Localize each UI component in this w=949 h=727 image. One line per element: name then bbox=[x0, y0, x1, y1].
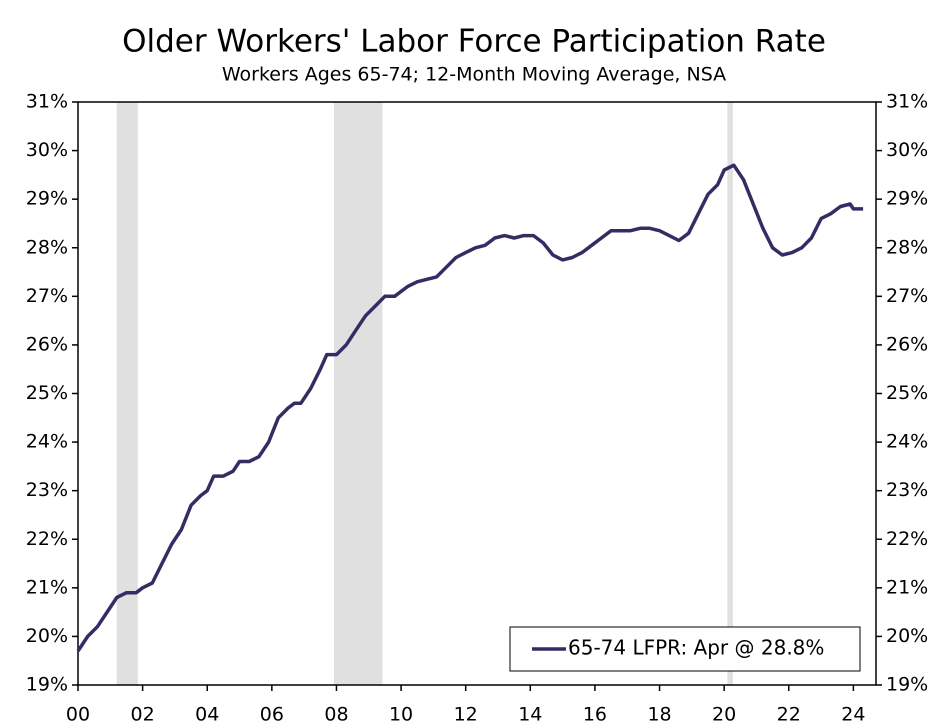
y2-tick-label: 31% bbox=[886, 91, 928, 113]
y2-tick-label: 28% bbox=[886, 236, 928, 258]
y2-tick-label: 23% bbox=[886, 479, 928, 501]
x-tick-label: 10 bbox=[389, 704, 413, 726]
series-line bbox=[76, 163, 864, 652]
y-tick-label: 25% bbox=[26, 382, 68, 404]
y2-tick-label: 30% bbox=[886, 139, 928, 161]
plot-frame bbox=[77, 101, 877, 686]
x-tick-label: 24 bbox=[841, 704, 865, 726]
x-tick-label: 16 bbox=[583, 704, 607, 726]
x-tick-label: 00 bbox=[66, 704, 90, 726]
x-tick-label: 14 bbox=[518, 704, 542, 726]
y-tick-label: 27% bbox=[26, 285, 68, 307]
y-tick-label: 26% bbox=[26, 333, 68, 355]
x-tick-label: 02 bbox=[131, 704, 155, 726]
y-tick-label: 29% bbox=[26, 188, 68, 210]
y2-tick-label: 21% bbox=[886, 576, 928, 598]
recession-band bbox=[333, 102, 383, 685]
chart-title: Older Workers' Labor Force Participation… bbox=[122, 24, 826, 60]
x-tick-label: 20 bbox=[712, 704, 736, 726]
y-tick-label: 23% bbox=[26, 479, 68, 501]
y2-tick-label: 26% bbox=[886, 333, 928, 355]
recession-band bbox=[727, 102, 733, 685]
y-tick-label: 30% bbox=[26, 139, 68, 161]
y2-tick-label: 25% bbox=[886, 382, 928, 404]
y2-tick-label: 19% bbox=[886, 674, 928, 696]
y-tick-label: 24% bbox=[26, 431, 68, 453]
y2-tick-label: 29% bbox=[886, 188, 928, 210]
x-tick-label: 22 bbox=[777, 704, 801, 726]
x-tick-label: 08 bbox=[324, 704, 348, 726]
x-tick-label: 06 bbox=[260, 704, 284, 726]
y-tick-label: 28% bbox=[26, 236, 68, 258]
x-tick-label: 18 bbox=[647, 704, 671, 726]
legend-box bbox=[509, 626, 861, 672]
y-tick-label: 21% bbox=[26, 576, 68, 598]
x-tick-label: 12 bbox=[454, 704, 478, 726]
y2-tick-label: 27% bbox=[886, 285, 928, 307]
y-tick-label: 22% bbox=[26, 528, 68, 550]
y-tick-label: 19% bbox=[26, 674, 68, 696]
legend-label: 65-74 LFPR: Apr @ 28.8% bbox=[568, 636, 824, 660]
chart-subtitle: Workers Ages 65-74; 12-Month Moving Aver… bbox=[222, 64, 726, 86]
x-tick-label: 04 bbox=[195, 704, 219, 726]
legend: 65-74 LFPR: Apr @ 28.8% bbox=[509, 626, 861, 672]
y2-tick-label: 24% bbox=[886, 431, 928, 453]
y-tick-label: 31% bbox=[26, 91, 68, 113]
y-tick-label: 20% bbox=[26, 625, 68, 647]
y2-tick-label: 22% bbox=[886, 528, 928, 550]
recession-band bbox=[116, 102, 138, 685]
y2-tick-label: 20% bbox=[886, 625, 928, 647]
